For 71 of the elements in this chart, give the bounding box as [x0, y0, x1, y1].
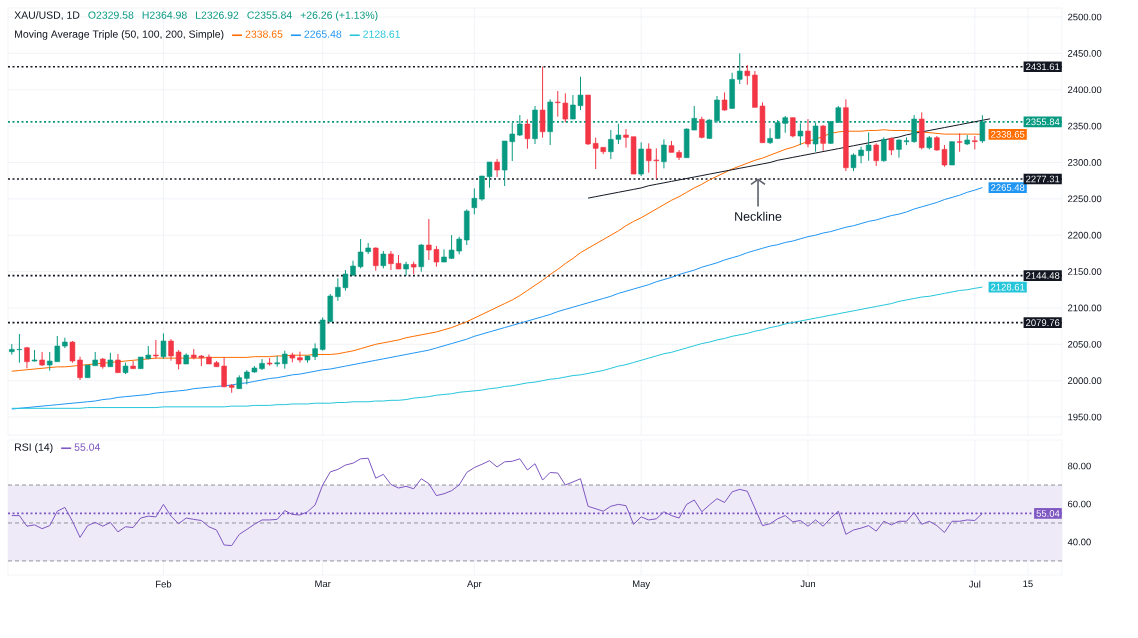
candlestick — [373, 246, 379, 272]
candlestick — [539, 66, 546, 139]
candlestick — [661, 138, 667, 169]
candlestick — [168, 338, 174, 362]
annotation: Neckline — [735, 211, 782, 221]
y-tick-label: 2450.00 — [1067, 50, 1102, 57]
y-tick-label: 2150.00 — [1067, 268, 1102, 275]
annotation: L2326.92 — [196, 11, 239, 19]
y-tick-label: 2000.00 — [1067, 377, 1102, 385]
candlestick — [471, 187, 478, 215]
ref-line-label: 55.04 — [1036, 510, 1060, 517]
candlestick — [767, 127, 773, 145]
data-label: 2128.61 — [991, 283, 1025, 291]
candlestick — [403, 261, 409, 277]
candlestick — [175, 349, 182, 370]
annotation: O2329.58 — [88, 11, 134, 19]
candlestick — [153, 339, 159, 360]
candlestick — [39, 351, 45, 367]
y-tick-label: 2050.00 — [1067, 340, 1102, 348]
legend-title: Moving Average Triple (50, 100, 200, Simple) — [15, 30, 224, 40]
chart-title: RSI (14) — [15, 443, 53, 453]
x-tick-label: Jul — [968, 580, 981, 588]
y-tick-label: 2350.00 — [1067, 122, 1102, 130]
annotation: +26.26 (+1.13%) — [300, 11, 378, 21]
candlestick — [721, 91, 728, 112]
chart-title: XAU/USD, 1D — [14, 11, 80, 21]
candlestick — [865, 131, 872, 162]
y-tick-label: 40.00 — [1067, 538, 1091, 546]
candlestick — [524, 118, 531, 150]
candlestick — [130, 360, 136, 370]
y-tick-label: 80.00 — [1067, 462, 1091, 470]
legend-label: 2128.61 — [363, 30, 401, 38]
x-tick-label: Mar — [315, 580, 331, 588]
legend-label: 55.04 — [74, 443, 100, 451]
y-tick-label: 2300.00 — [1067, 159, 1102, 166]
y-tick-label: 1950.00 — [1068, 413, 1102, 421]
legend-label: 2338.65 — [245, 30, 283, 38]
candlestick — [160, 332, 167, 360]
candlestick — [805, 118, 811, 148]
data-label: 2265.48 — [991, 184, 1025, 191]
candlestick — [737, 52, 743, 85]
candlestick — [297, 351, 303, 364]
legend-label: 2265.48 — [304, 30, 342, 38]
y-tick-label: 2250.00 — [1067, 195, 1102, 203]
candlestick — [418, 243, 424, 273]
candlestick — [744, 64, 751, 86]
data-label: 2338.65 — [991, 131, 1025, 138]
candlestick — [881, 136, 887, 163]
ref-line-label: 2355.84 — [1026, 118, 1060, 126]
candlestick — [949, 141, 955, 166]
y-tick-label: 2200.00 — [1067, 231, 1102, 239]
annotation: C2355.84 — [247, 11, 292, 19]
ref-line-label: 2144.48 — [1026, 272, 1060, 279]
candlestick — [873, 142, 879, 167]
annotation: H2364.98 — [142, 11, 187, 19]
y-tick-label: 2500.00 — [1067, 13, 1102, 21]
ref-line-label: 2431.61 — [1026, 63, 1060, 71]
x-tick-label: 15 — [1023, 580, 1033, 588]
candlestick — [115, 353, 121, 374]
x-tick-label: Jun — [800, 580, 815, 588]
y-tick-label: 2400.00 — [1067, 86, 1102, 94]
candlestick — [820, 124, 826, 152]
ref-line-label: 2277.31 — [1026, 175, 1060, 183]
x-tick-label: May — [633, 580, 651, 589]
y-tick-label: 2100.00 — [1067, 304, 1102, 312]
ref-line-label: 2079.76 — [1026, 319, 1060, 327]
candlestick — [956, 132, 963, 153]
x-tick-label: Apr — [466, 580, 482, 589]
x-tick-label: Feb — [156, 580, 172, 588]
candlestick — [441, 248, 447, 263]
y-tick-label: 60.00 — [1068, 500, 1091, 508]
